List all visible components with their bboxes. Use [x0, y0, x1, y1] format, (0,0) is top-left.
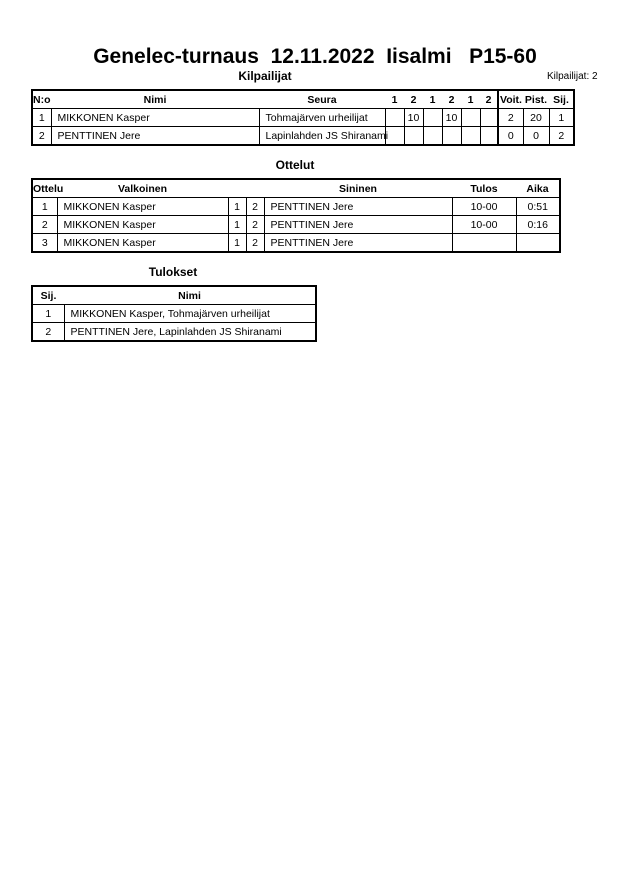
table-cell: MIKKONEN Kasper — [56, 215, 229, 234]
column-header: Tulos — [452, 178, 516, 198]
table-row: 1 MIKKONEN Kasper Tohmajärven urheilijat 10… — [31, 108, 575, 127]
table-cell: MIKKONEN Kasper — [50, 108, 260, 127]
column-header: 1 — [461, 89, 480, 109]
table-row: 1 MIKKONEN Kasper, Tohmajärven urheilijat — [31, 304, 317, 323]
column-header: Valkoinen — [57, 178, 228, 198]
column-header: Seura — [259, 89, 385, 109]
table-cell: 3 — [31, 233, 58, 253]
table-cell: 1 — [227, 197, 247, 216]
table-cell — [451, 233, 517, 253]
table-row: 1 MIKKONEN Kasper 1 2 PENTTINEN Jere 10-00 0:5… — [31, 197, 561, 216]
competitors-table: N:o Nimi Seura 1 2 1 2 1 2 Voit. Pist. Sij. 1 MIKKONE… — [31, 89, 575, 146]
column-header: Ottelu — [32, 178, 63, 198]
table-cell — [460, 108, 481, 127]
table-cell: 1 — [31, 108, 52, 127]
table-cell: PENTTINEN Jere — [50, 126, 260, 146]
competitor-count: Kilpailijat: 2 — [547, 71, 598, 82]
page-title: Genelec-turnaus 12.11.2022 Iisalmi P15-6… — [93, 45, 537, 68]
table-row: 3 MIKKONEN Kasper 1 2 PENTTINEN Jere — [31, 233, 561, 253]
table-cell: 2 — [245, 197, 265, 216]
table-cell: 1 — [548, 108, 575, 127]
competitors-heading: Kilpailijat — [238, 69, 292, 83]
table-cell: MIKKONEN Kasper — [56, 197, 229, 216]
table-cell: 2 — [31, 215, 58, 234]
table-cell — [422, 126, 443, 146]
table-cell: MIKKONEN Kasper, Tohmajärven urheilijat — [63, 304, 317, 323]
column-header: Sininen — [264, 178, 452, 198]
table-cell: 10 — [403, 108, 424, 127]
column-header: N:o — [32, 89, 51, 109]
table-cell — [422, 108, 443, 127]
column-header: Nimi — [51, 89, 259, 109]
matches-heading: Ottelut — [275, 158, 315, 172]
table-row: 2 MIKKONEN Kasper 1 2 PENTTINEN Jere 10-00 0:1… — [31, 215, 561, 234]
table-cell: 0 — [522, 126, 550, 146]
header-row: Ottelu Valkoinen Sininen Tulos Aika — [32, 178, 560, 198]
column-header: Pist. — [523, 89, 549, 109]
table-cell: 2 — [31, 322, 65, 342]
table-cell: 2 — [548, 126, 575, 146]
column-header — [246, 178, 264, 198]
table-cell — [441, 126, 462, 146]
column-header — [228, 178, 246, 198]
column-header: Voit. — [497, 89, 523, 109]
table-cell: MIKKONEN Kasper — [56, 233, 229, 253]
results-heading: Tulokset — [148, 265, 198, 279]
table-cell: 1 — [31, 304, 65, 323]
table-cell: 0:16 — [515, 215, 561, 234]
table-cell: Lapinlahden JS Shiranami — [258, 126, 388, 146]
table-cell — [460, 126, 481, 146]
table-cell: 20 — [522, 108, 550, 127]
header-row: N:o Nimi Seura 1 2 1 2 1 2 Voit. Pist. Sij. — [32, 89, 574, 109]
column-header: Sij. — [549, 89, 574, 109]
matches-table: Ottelu Valkoinen Sininen Tulos Aika 1 MIKKONEN… — [31, 178, 561, 253]
column-header: Sij. — [32, 285, 64, 305]
table-cell: 1 — [227, 215, 247, 234]
table-cell: 10-00 — [451, 197, 517, 216]
column-header: 2 — [404, 89, 423, 109]
table-cell: PENTTINEN Jere — [263, 215, 453, 234]
results-table: Sij. Nimi 1 MIKKONEN Kasper, Tohmajärven ur… — [31, 285, 317, 342]
column-header: Aika — [516, 178, 560, 198]
table-cell: PENTTINEN Jere — [263, 197, 453, 216]
table-cell: PENTTINEN Jere — [263, 233, 453, 253]
table-cell: 10 — [441, 108, 462, 127]
table-cell — [515, 233, 561, 253]
table-cell: 1 — [31, 197, 58, 216]
table-cell — [384, 108, 405, 127]
table-row: 2 PENTTINEN Jere, Lapinlahden JS Shiranam… — [31, 322, 317, 342]
column-header: Nimi — [64, 285, 316, 305]
table-cell: 0 — [497, 126, 524, 146]
table-row: 2 PENTTINEN Jere Lapinlahden JS Shiranami 0… — [31, 126, 575, 146]
table-cell: 2 — [31, 126, 52, 146]
table-cell — [403, 126, 424, 146]
table-cell — [479, 126, 499, 146]
table-cell: 2 — [245, 233, 265, 253]
table-cell: Tohmajärven urheilijat — [258, 108, 386, 127]
table-cell: 1 — [227, 233, 247, 253]
table-cell: 2 — [245, 215, 265, 234]
column-header: 1 — [385, 89, 404, 109]
table-cell: 10-00 — [451, 215, 517, 234]
table-cell — [479, 108, 499, 127]
table-cell: 0:51 — [515, 197, 561, 216]
column-header: 2 — [442, 89, 461, 109]
column-header: 2 — [480, 89, 498, 109]
header-row: Sij. Nimi — [32, 285, 316, 305]
column-header: 1 — [423, 89, 442, 109]
table-cell: PENTTINEN Jere, Lapinlahden JS Shiranami — [63, 322, 317, 342]
table-cell: 2 — [497, 108, 524, 127]
